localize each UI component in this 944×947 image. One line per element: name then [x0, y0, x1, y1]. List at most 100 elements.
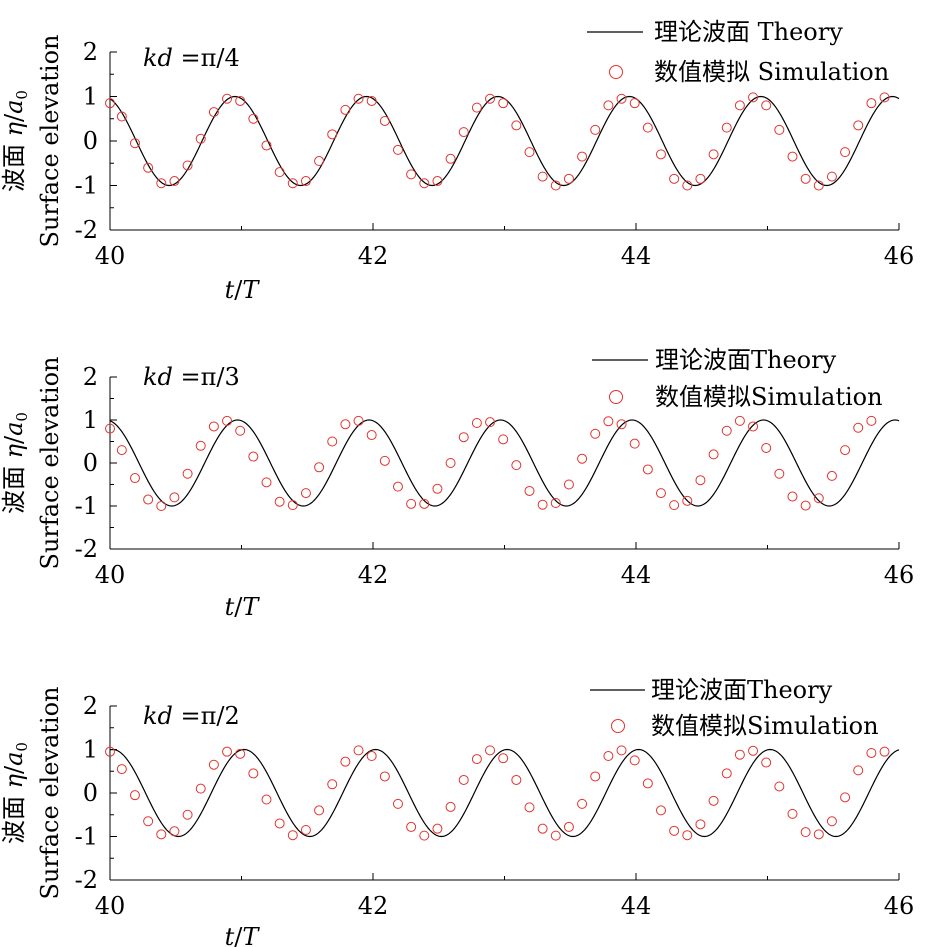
simulation-point [498, 753, 509, 764]
simulation-point [366, 95, 377, 106]
simulation-point [840, 792, 851, 803]
y-tick-label: 2 [83, 692, 98, 720]
y-tick-label: 2 [83, 38, 98, 66]
simulation-point [879, 746, 890, 757]
simulation-point [116, 445, 127, 456]
x-tick-label: 44 [621, 892, 652, 920]
simulation-point [563, 479, 574, 490]
simulation-point [616, 745, 627, 756]
simulation-point [550, 497, 561, 508]
y-axis-label-english: Surface elevation [36, 686, 64, 899]
simulation-point [287, 178, 298, 189]
legend-simulation-marker [609, 390, 623, 404]
y-axis-label-zh: 波面 [0, 788, 28, 844]
simulation-point [445, 153, 456, 164]
simulation-point [853, 120, 864, 131]
simulation-point [261, 477, 272, 488]
simulation-point [353, 415, 364, 426]
y-axis-label-zh: 波面 [0, 458, 28, 514]
simulation-point [274, 496, 285, 507]
y-tick-label: 0 [83, 449, 98, 477]
simulation-point [379, 771, 390, 782]
simulation-point [156, 501, 167, 511]
simulation-point [642, 464, 653, 475]
simulation-point [314, 156, 325, 167]
simulation-point [143, 494, 154, 505]
x-axis-label-T: T [242, 923, 260, 947]
y-tick-label: 1 [83, 736, 98, 764]
y-axis-label-sep: / [0, 435, 28, 444]
y-tick-label: 1 [83, 406, 98, 434]
simulation-point [550, 830, 561, 841]
simulation-point [853, 765, 864, 776]
simulation-point [116, 764, 127, 775]
simulation-point [629, 755, 640, 766]
simulation-point [774, 468, 785, 479]
x-axis-label-t: t [225, 593, 235, 621]
simulation-point [432, 823, 443, 834]
simulation-point [208, 107, 219, 118]
simulation-point [314, 462, 325, 473]
simulation-point [445, 801, 456, 812]
simulation-point [432, 176, 443, 187]
y-axis-label-a: a [0, 100, 28, 114]
y-tick-label: -2 [75, 535, 98, 563]
simulation-point [813, 493, 824, 504]
x-axis-label-sep: / [234, 276, 243, 304]
simulation-point [379, 115, 390, 126]
simulation-point [156, 178, 167, 189]
simulation-point [261, 140, 272, 151]
simulation-point [485, 417, 496, 428]
simulation-point [840, 445, 851, 456]
simulation-point [432, 483, 443, 494]
simulation-point [879, 92, 890, 103]
simulation-point [550, 180, 561, 191]
simulation-point [485, 745, 496, 756]
y-tick-label: -2 [75, 216, 98, 244]
simulation-point [485, 93, 496, 104]
y-axis-label-a: a [0, 422, 28, 436]
simulation-point [866, 98, 877, 109]
simulation-point [563, 821, 574, 832]
simulation-point [445, 458, 456, 468]
y-axis-label-chinese: 波面 η/a0 [0, 412, 31, 514]
simulation-point [340, 419, 351, 430]
simulation-point [708, 795, 719, 806]
y-axis-label-sub: 0 [13, 412, 31, 422]
simulation-point [734, 100, 745, 111]
simulation-point [458, 127, 469, 138]
kd-annotation-kd: kd [143, 44, 173, 72]
legend-simulation-marker [609, 65, 623, 79]
simulation-point [195, 440, 206, 451]
simulation-point [235, 425, 246, 436]
simulation-point [761, 100, 772, 111]
kd-annotation: kd =π/2 [143, 702, 240, 730]
simulation-point [734, 415, 745, 426]
kd-annotation-kd: kd [143, 363, 173, 391]
y-axis-label-sub: 0 [13, 90, 31, 100]
legend-theory-label: 理论波面 Theory [654, 18, 843, 46]
y-axis-label-a: a [0, 752, 28, 766]
x-axis-label: t/T [225, 923, 261, 947]
y-axis-label-english: Surface elevation [36, 34, 64, 247]
x-axis-label-T: T [242, 276, 260, 304]
y-axis-label-chinese: 波面 η/a0 [0, 90, 31, 192]
chart-panel-3: 210-1-240 42 44 46t/T波面 η/a0 Surface elevati… [0, 676, 914, 947]
simulation-point [353, 93, 364, 104]
simulation-point [419, 830, 430, 841]
simulation-point [748, 421, 759, 432]
simulation-point [669, 173, 680, 184]
simulation-point [590, 124, 601, 135]
x-axis-label-T: T [242, 593, 260, 621]
x-tick-label: 40 [95, 242, 126, 270]
simulation-point [682, 830, 693, 841]
simulation-point [498, 98, 509, 109]
simulation-point [248, 451, 259, 462]
simulation-point [105, 98, 115, 109]
simulation-point [748, 745, 759, 756]
simulation-point [300, 824, 311, 835]
simulation-point [498, 434, 509, 445]
simulation-point [708, 149, 719, 160]
kd-annotation: kd =π/4 [143, 44, 240, 72]
simulation-point [406, 821, 417, 832]
